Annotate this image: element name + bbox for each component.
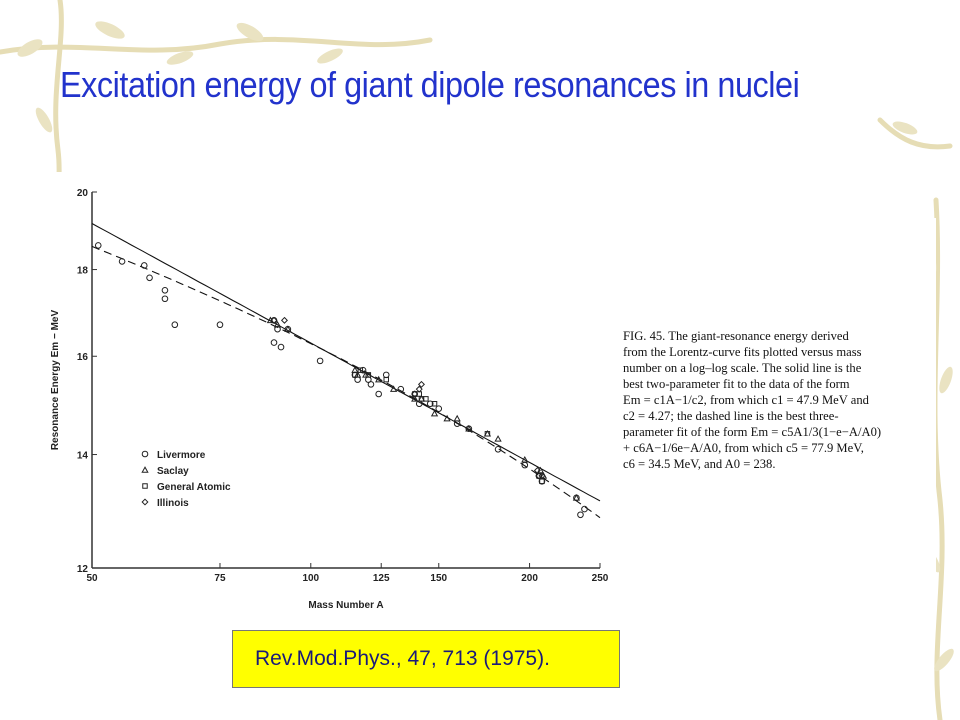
data-point [465,424,473,432]
data-point [411,395,419,402]
caption-scan-panel [612,218,936,614]
data-point [94,242,102,249]
data-point [367,381,375,388]
data-point [270,339,278,346]
y-tick-label: 18 [77,266,89,277]
data-point [533,466,541,474]
data-point [426,400,434,408]
y-tick-label: 16 [77,352,89,363]
caption-line: number on a log–log scale. The solid lin… [623,361,862,375]
data-point [357,367,364,373]
data-point [538,472,546,480]
data-point [277,343,285,351]
x-tick-label: 150 [430,573,447,584]
data-point [417,380,425,388]
caption-line: from the Lorentz-curve fits plotted vers… [623,345,862,359]
plot-scan-panel [40,172,612,614]
caption-line: Em = c1A−1/c2, from which c1 = 47.9 MeV … [623,393,870,407]
data-point [365,372,372,378]
data-point [536,466,545,474]
data-point [443,414,451,422]
x-tick-label: 100 [302,573,319,584]
data-point [216,321,224,329]
data-point [359,366,367,374]
data-point [140,262,148,269]
solid-fit-line [91,223,601,502]
caption-line: c2 = 4.27; the dashed line is the best t… [623,409,839,423]
slide-title: Excitation energy of giant dipole resona… [60,64,800,105]
data-point [581,505,588,513]
legend-marker [141,450,149,458]
caption-line: c6 = 34.5 MeV, and A0 = 238. [623,457,776,471]
x-tick-label: 200 [521,573,538,584]
chart-figure: 50 75 100 125 150 200 250 12 14 16 18 20 Mass Number… [40,172,936,614]
legend-label: Livermore [157,450,206,461]
data-point [453,414,461,422]
data-point [375,390,382,398]
data-point [577,511,584,519]
data-point [273,320,282,328]
data-point [430,409,439,417]
data-point [389,385,398,392]
data-point [494,445,502,453]
x-axis-title: Mass Number A [308,600,383,611]
data-point [423,396,429,402]
data-point [146,274,153,282]
data-point [484,431,491,437]
data-point [284,325,292,332]
x-tick-label: 250 [592,573,609,584]
legend-marker [141,498,149,506]
data-point [118,258,126,265]
data-point [274,325,281,333]
caption-line: + c6A−1/6e−A/A0, from which c5 = 77.9 Me… [623,441,864,455]
data-point [494,435,502,442]
data-point [316,357,324,365]
legend-label: General Atomic [157,482,231,493]
data-point [572,494,581,501]
caption-line: best two-parameter fit to the data of th… [623,377,850,391]
data-point [171,321,179,329]
legend: Livermore Saclay General Atomic Illinois [141,450,231,509]
data-point [383,376,389,383]
y-tick-label: 14 [77,451,89,462]
data-point [411,390,419,398]
data-point [270,316,278,324]
x-tick-label: 125 [373,573,390,584]
data-point [161,295,169,303]
legend-label: Illinois [157,498,189,509]
dashed-fit-line [91,245,601,519]
data-point [161,286,169,294]
legend-marker [142,483,148,489]
data-point [415,385,423,393]
y-axis-title: Resonance Energy Em − MeV [50,310,61,451]
x-tick-label: 75 [214,573,226,584]
legend-label: Saclay [157,466,189,477]
caption-line: parameter fit of the form Em = c5A1/3(1−… [623,425,881,439]
data-point [280,316,288,324]
data-point [352,372,358,378]
y-tick-label: 20 [77,188,89,199]
y-tick-label: 12 [77,564,89,575]
data-point [521,455,529,463]
legend-marker [141,466,149,473]
data-point [397,385,405,393]
data-point [375,375,383,383]
citation-box: Rev.Mod.Phys., 47, 713 (1975). [232,630,620,688]
data-point [435,405,443,412]
data-point [431,401,438,407]
caption-line: FIG. 45. The giant-resonance energy deri… [623,329,849,343]
x-tick-label: 50 [86,573,98,584]
plot-area: 50 75 100 125 150 200 250 12 14 16 18 20 Mass Number… [50,188,609,611]
